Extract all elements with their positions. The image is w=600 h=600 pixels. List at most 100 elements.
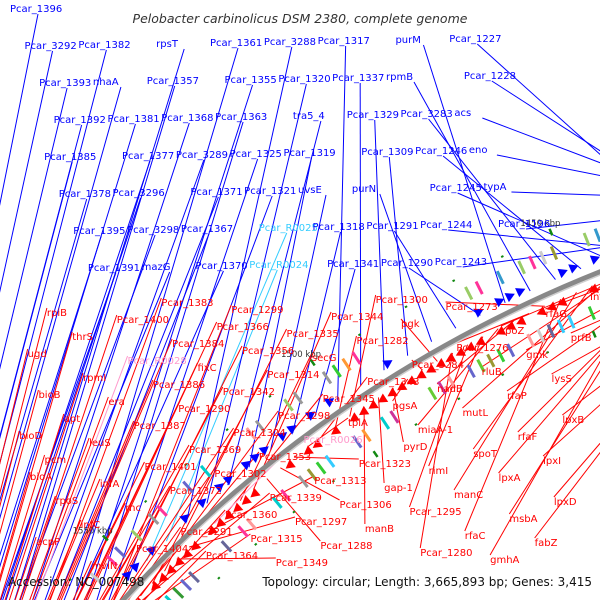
gene-label: manC — [454, 490, 483, 501]
leader-line — [464, 298, 562, 532]
gene-label: Pcar_1382 — [78, 40, 130, 51]
gene-label: Pcar_1329 — [347, 110, 399, 121]
reverse-gene-arrow — [207, 525, 218, 535]
leader-line — [56, 420, 135, 600]
gene-label: apt — [64, 414, 80, 425]
forward-gene-arrow — [276, 432, 288, 442]
gene-label: Pcar_1313 — [314, 476, 366, 487]
reverse-cog-bar — [324, 454, 336, 468]
gene-label: mviN — [91, 561, 117, 572]
leader-line — [0, 87, 68, 370]
leader-line — [481, 288, 600, 368]
leader-line — [448, 229, 600, 246]
gene-label: Pcar_3291 — [181, 527, 233, 538]
gene-label: Pcar_1300 — [376, 295, 428, 306]
scale-tick — [591, 330, 597, 338]
gene-label: Pcar_1318 — [313, 222, 365, 233]
reverse-cog-bar — [466, 364, 476, 379]
leader-line — [508, 370, 600, 515]
reverse-gene-arrow — [426, 363, 437, 373]
reverse-gene-arrow — [445, 352, 457, 362]
scale-tick — [452, 279, 456, 283]
scale-tick — [144, 499, 148, 504]
forward-cog-bar — [182, 480, 194, 493]
leader-line — [176, 557, 276, 560]
gene-label: pgk — [401, 319, 420, 330]
gene-label: Pcar_1335 — [287, 329, 339, 340]
leader-line — [462, 247, 600, 268]
reverse-cog-bar — [486, 353, 496, 368]
leader-line — [393, 230, 457, 329]
reverse-gene-arrow — [183, 548, 194, 559]
forward-cog-bar — [351, 351, 362, 365]
leader-line — [164, 328, 288, 572]
forward-gene-arrow — [213, 483, 224, 493]
gene-label: Pcar_1320 — [278, 74, 330, 85]
reverse-gene-arrow — [377, 393, 389, 403]
forward-gene-arrow — [258, 446, 269, 456]
leader-line — [75, 461, 145, 600]
gene-label: infA — [100, 479, 120, 490]
leader-line — [5, 197, 142, 600]
leader-line — [542, 404, 600, 457]
reverse-cog-bar — [361, 428, 372, 443]
gene-label: infC — [81, 520, 101, 531]
genome-title: Pelobacter carbinolicus DSM 2380, comple… — [133, 11, 468, 26]
gene-label: pgsA — [393, 401, 418, 412]
leader-line — [0, 235, 102, 557]
gene-label: Pcar_1306 — [340, 500, 392, 511]
leader-line — [110, 386, 224, 600]
forward-cog-bar — [147, 512, 160, 525]
gene-label: eno — [469, 145, 488, 156]
gene-label: rpmI — [83, 373, 106, 384]
gene-label: Pcar_1400 — [117, 315, 169, 326]
leader-line — [83, 403, 179, 600]
tick-label: 1450 kbp — [520, 219, 560, 229]
gene-label: Pcar_1404 — [136, 544, 188, 555]
scale-tick — [309, 358, 316, 367]
gene-label: Pcar_1392 — [54, 115, 106, 126]
leader-line — [19, 495, 56, 600]
gene-label: rnc — [125, 503, 141, 514]
forward-cog-bar — [582, 232, 591, 247]
leader-line — [58, 379, 154, 600]
forward-gene-arrow — [494, 298, 505, 308]
forward-cog-bar — [549, 245, 559, 261]
gene-label: Pcar_1349 — [276, 558, 328, 569]
reverse-gene-arrow — [506, 320, 517, 330]
leader-line — [44, 159, 205, 600]
gene-label: Pcar_1378 — [59, 189, 111, 200]
leader-lines — [0, 13, 600, 600]
gene-label: Pcar_1395 — [73, 226, 125, 237]
gene-label: acpP — [36, 537, 60, 548]
gene-label: Pcar_1337 — [332, 73, 384, 84]
leader-line — [408, 267, 481, 316]
leader-line — [99, 444, 190, 600]
gene-labels: Pcar_1396Pcar_3292Pcar_1393Pcar_1392Pcar… — [10, 4, 600, 572]
leader-line — [76, 502, 126, 600]
forward-cog-bar — [331, 364, 342, 378]
reverse-gene-arrow — [387, 387, 398, 397]
gene-label: Pcar_3288 — [264, 37, 316, 48]
leader-line — [0, 49, 107, 465]
leader-line — [206, 83, 307, 504]
gene-label: Pcar_1282 — [356, 336, 408, 347]
gene-label: nadB — [437, 384, 463, 395]
gene-label: Pcar_1290 — [381, 258, 433, 269]
gene-label: fixC — [197, 363, 216, 374]
scale-tick — [268, 394, 272, 398]
forward-cog-bar — [464, 286, 474, 301]
reverse-gene-arrow — [368, 399, 379, 409]
gene-label: Pcar_1342 — [223, 387, 275, 398]
gene-label: Pcar_1385 — [44, 152, 96, 163]
reverse-cog-bar — [567, 314, 576, 329]
forward-cog-bar — [341, 357, 352, 372]
forward-cog-bar — [283, 398, 294, 412]
gene-label: bioB — [38, 390, 60, 401]
gene-label: rimI — [429, 466, 449, 477]
gene-label: Int — [590, 292, 600, 303]
gene-label: Pcar_3283 — [401, 109, 453, 120]
gene-label: Pcar_1368 — [161, 113, 213, 124]
gene-label: Pcar_1196 — [498, 219, 550, 230]
